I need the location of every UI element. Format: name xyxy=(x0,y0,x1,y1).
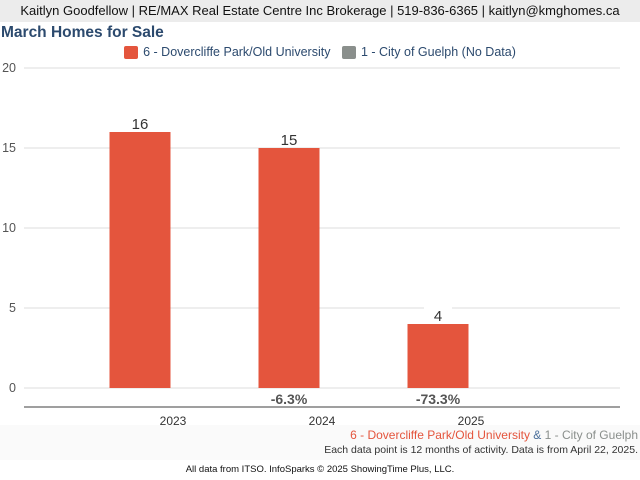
y-tick-label: 10 xyxy=(2,221,16,235)
pct-change-label: -73.3% xyxy=(416,391,461,407)
legend-label-primary: 6 - Dovercliffe Park/Old University xyxy=(143,45,331,59)
contact-header: Kaitlyn Goodfellow | RE/MAX Real Estate … xyxy=(0,0,640,22)
bar[interactable] xyxy=(258,148,320,388)
source-credit: All data from ITSO. InfoSparks © 2025 Sh… xyxy=(185,464,455,475)
bar[interactable] xyxy=(407,324,469,388)
y-tick-label: 0 xyxy=(9,381,16,395)
legend-item-secondary[interactable]: 1 - City of Guelph (No Data) xyxy=(341,45,516,59)
legend-swatch-primary xyxy=(124,45,139,59)
data-note: Each data point is 12 months of activity… xyxy=(324,444,638,456)
value-label-bg xyxy=(275,130,303,147)
value-label-bg xyxy=(126,114,154,131)
footer-background xyxy=(0,425,640,460)
legend-item-primary[interactable]: 6 - Dovercliffe Park/Old University xyxy=(124,45,330,59)
value-label: 16 xyxy=(132,116,149,133)
pct-change-label: -6.3% xyxy=(271,391,308,407)
legend-label-secondary: 1 - City of Guelph (No Data) xyxy=(360,45,516,59)
x-tick-label: 2023 xyxy=(160,414,187,425)
area-connector: & xyxy=(529,428,545,442)
x-tick-label: 2025 xyxy=(458,414,485,425)
value-label: 4 xyxy=(434,308,442,325)
chart-title: March Homes for Sale xyxy=(1,24,164,41)
y-tick-label: 20 xyxy=(2,61,16,75)
bar[interactable] xyxy=(109,132,171,388)
value-label-bg xyxy=(424,306,452,323)
legend: 6 - Dovercliffe Park/Old University 1 - … xyxy=(0,45,640,62)
value-label: 15 xyxy=(281,132,298,149)
area-secondary: 1 - City of Guelph xyxy=(544,428,638,442)
area-primary: 6 - Dovercliffe Park/Old University xyxy=(350,428,530,442)
bar-chart: 0 5 10 15 20 16 2023 15 -6.3%2024 4 -73.3% 2025 xyxy=(2,61,620,425)
y-tick-label: 15 xyxy=(2,141,16,155)
y-tick-label: 5 xyxy=(9,301,16,315)
area-names: 6 - Dovercliffe Park/Old University & 1 … xyxy=(350,428,638,442)
x-tick-label: 2024 xyxy=(309,414,336,425)
legend-swatch-secondary xyxy=(341,45,356,59)
